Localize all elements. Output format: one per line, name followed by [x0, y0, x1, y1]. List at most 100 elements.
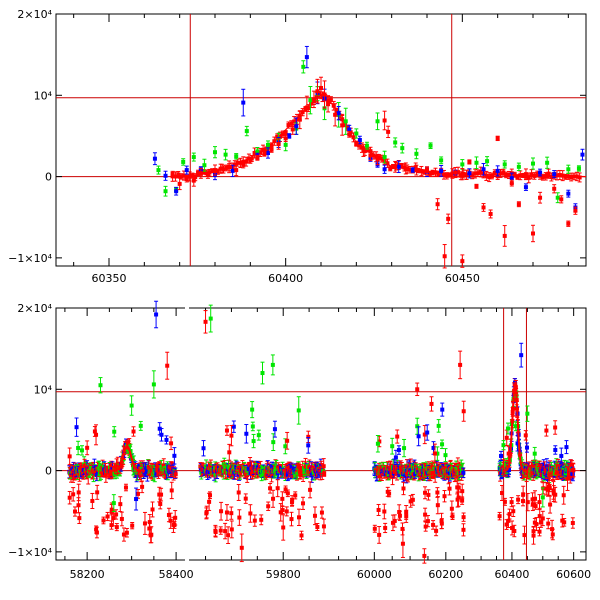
data-point-red — [382, 118, 387, 123]
cluster-point — [270, 464, 275, 469]
cluster-0 — [67, 300, 178, 544]
data-point-red — [290, 127, 295, 132]
cluster-point — [266, 504, 271, 509]
data-point-red — [512, 172, 517, 177]
data-point-red — [371, 153, 376, 158]
data-point-red — [526, 175, 531, 180]
data-point-red — [326, 102, 331, 107]
data-point-red — [314, 95, 319, 100]
data-point-red — [436, 171, 441, 176]
cluster-point — [299, 533, 304, 538]
data-point-red — [334, 108, 339, 113]
data-point-green — [460, 162, 465, 167]
data-point-red — [263, 147, 268, 152]
cluster-point — [461, 470, 466, 475]
cluster-point — [395, 464, 400, 469]
cluster-point — [77, 516, 82, 521]
cluster-point — [94, 530, 99, 535]
data-point-blue — [509, 176, 514, 181]
data-point-blue — [294, 124, 299, 129]
data-point-blue — [566, 191, 571, 196]
data-point-red — [531, 231, 535, 236]
data-point-red — [331, 103, 336, 108]
cluster-point — [130, 523, 135, 528]
data-point-blue — [230, 168, 235, 173]
data-point-red — [252, 150, 257, 155]
cluster-point — [278, 510, 283, 515]
data-point-red — [453, 170, 458, 175]
data-point-red — [374, 154, 379, 159]
cluster-point — [119, 516, 124, 521]
data-point-red — [442, 254, 447, 259]
data-point-red — [315, 89, 320, 94]
data-point-green — [393, 140, 398, 145]
cluster-point — [402, 470, 407, 475]
data-point-red — [375, 157, 380, 162]
cluster-point — [248, 462, 253, 467]
data-point-blue — [552, 172, 557, 177]
data-point-green — [202, 163, 207, 168]
data-point-red — [399, 163, 404, 168]
data-point-red — [386, 129, 391, 134]
cluster-point — [94, 527, 99, 532]
data-point-red — [478, 169, 483, 174]
data-point-red — [555, 173, 560, 178]
data-point-green — [308, 98, 313, 103]
cluster-point — [169, 488, 174, 493]
data-point-red — [490, 173, 495, 178]
data-point-red — [297, 117, 302, 122]
data-point-red — [235, 160, 240, 165]
series-green — [156, 60, 581, 204]
data-point-red — [220, 166, 225, 171]
xtick-label: 58200 — [70, 568, 105, 581]
data-point-red — [557, 173, 562, 178]
data-point-red — [276, 142, 281, 147]
cluster-point — [378, 474, 383, 479]
data-point-red — [502, 233, 507, 238]
cluster-point — [285, 438, 290, 443]
outlier-point — [281, 525, 286, 530]
data-point-red — [347, 132, 352, 137]
xtick-label: 59800 — [266, 568, 301, 581]
ytick-label: −1×10⁴ — [8, 546, 52, 559]
data-point-red — [569, 175, 574, 180]
outlier-point — [203, 319, 208, 324]
cluster-point — [268, 486, 273, 491]
cluster-point — [423, 524, 428, 529]
cluster-point — [118, 502, 123, 507]
data-point-red — [484, 173, 489, 178]
cluster-point — [456, 495, 461, 500]
cluster-point — [397, 509, 402, 514]
cluster-point — [109, 463, 114, 468]
cluster-point — [404, 464, 409, 469]
data-point-blue — [382, 167, 387, 172]
data-point-blue — [523, 185, 528, 190]
data-point-red — [549, 174, 554, 179]
data-point-red — [368, 153, 373, 158]
data-point-red — [244, 159, 249, 164]
cluster-point — [105, 514, 110, 519]
data-point-green — [502, 162, 507, 167]
cluster-point — [259, 517, 264, 522]
cluster-point — [172, 523, 177, 528]
cluster-2 — [372, 350, 466, 564]
cluster-point — [243, 496, 248, 501]
data-point-red — [441, 172, 446, 177]
cluster-point — [158, 501, 163, 506]
cluster-point — [376, 507, 381, 512]
data-point-red — [473, 171, 478, 176]
cluster-point — [425, 519, 430, 524]
cluster-point — [138, 423, 143, 428]
data-point-green — [439, 158, 444, 163]
cluster-point — [114, 512, 119, 517]
xtick-label: 60600 — [556, 568, 591, 581]
series-red — [170, 76, 578, 269]
cluster-point — [236, 490, 241, 495]
cluster-point — [321, 524, 326, 529]
cluster-point — [404, 510, 409, 515]
cluster-point — [306, 443, 311, 448]
cluster-point — [285, 491, 290, 496]
data-point-blue — [357, 138, 362, 142]
data-point-red — [577, 175, 582, 180]
data-point-red — [205, 172, 210, 177]
